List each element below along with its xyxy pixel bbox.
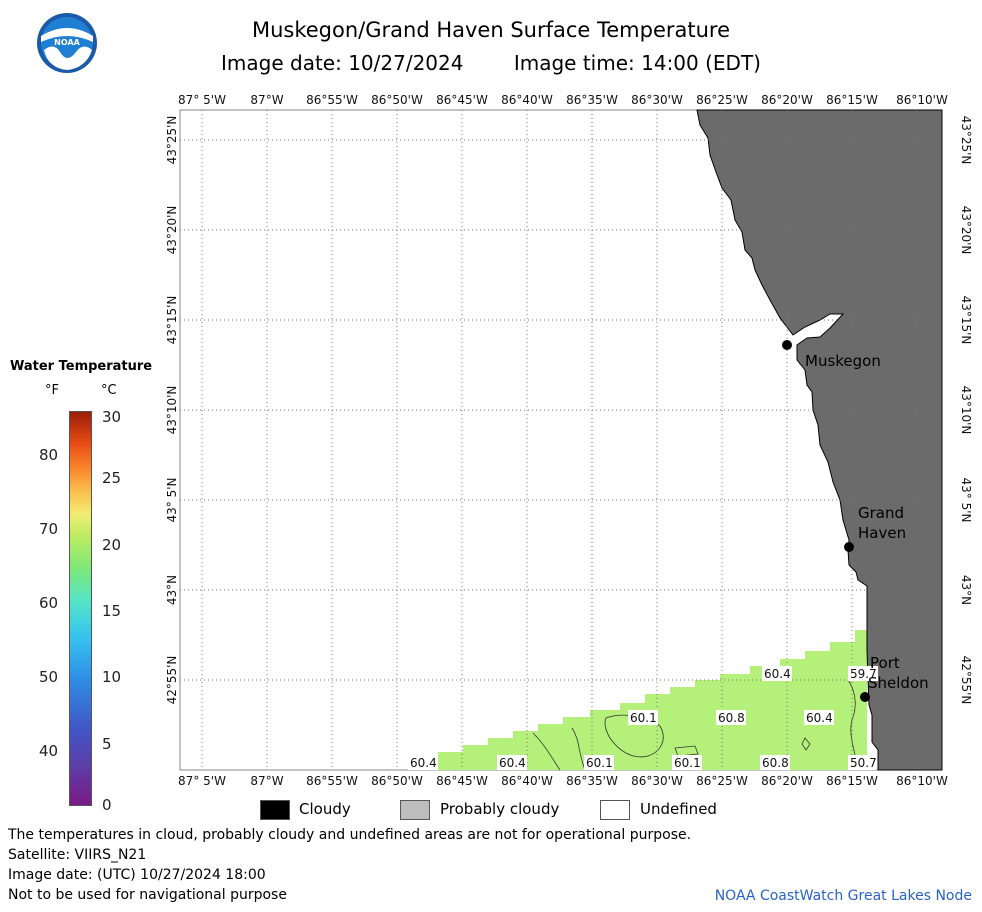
- contour-label: 60.4: [410, 756, 437, 770]
- place-label-grand-haven: Grand Haven: [858, 504, 906, 542]
- footer-nav-warning: Not to be used for navigational purpose: [8, 887, 287, 903]
- lon-label: 86°45'W: [436, 93, 488, 107]
- legend-probably-cloudy: Probably cloudy: [440, 800, 560, 818]
- lon-labels-bottom: 87° 5'W 87°W 86°55'W 86°50'W 86°45'W 86°…: [178, 774, 948, 788]
- contour-label: 59.7: [850, 667, 877, 681]
- unit-fahrenheit: °F: [45, 383, 59, 398]
- lon-label: 86°30'W: [631, 774, 683, 788]
- lon-label: 86°45'W: [436, 774, 488, 788]
- tick-c: 30: [102, 408, 122, 426]
- footer-utc-date: Image date: (UTC) 10/27/2024 18:00: [8, 867, 266, 883]
- tick-f: 80: [39, 446, 59, 464]
- city-markers: [782, 340, 870, 702]
- contour-label: 60.4: [806, 711, 833, 725]
- noaa-logo: NOAA: [37, 13, 97, 73]
- lon-label: 86°40'W: [501, 774, 553, 788]
- lat-label: 43°10'N: [959, 386, 973, 435]
- lon-label: 86°30'W: [631, 93, 683, 107]
- lon-label: 86°50'W: [371, 774, 423, 788]
- swatch-undefined: [600, 800, 630, 820]
- lat-label: 43°15'N: [959, 296, 973, 345]
- tick-f: 50: [39, 668, 59, 686]
- lon-label: 87° 5'W: [178, 93, 226, 107]
- tick-c: 20: [102, 536, 122, 554]
- lon-labels-top: 87° 5'W 87°W 86°55'W 86°50'W 86°45'W 86°…: [178, 93, 948, 107]
- contour-label: 50.7: [850, 756, 877, 770]
- lat-label: 43°25'N: [165, 116, 179, 165]
- temperature-colorbar: [69, 411, 92, 806]
- place-labels: Muskegon Grand Haven Port Sheldon: [805, 352, 929, 692]
- legend-cloudy: Cloudy: [299, 800, 351, 818]
- footer-satellite: Satellite: VIIRS_N21: [8, 847, 147, 863]
- lon-label: 86°15'W: [826, 93, 878, 107]
- lon-label: 87° 5'W: [178, 774, 226, 788]
- contour-label: 60.8: [762, 756, 789, 770]
- graticule: [180, 110, 942, 770]
- tick-f: 40: [39, 742, 59, 760]
- image-date: Image date: 10/27/2024: [221, 51, 464, 75]
- lon-label: 86°50'W: [371, 93, 423, 107]
- contour-label: 60.1: [586, 756, 613, 770]
- lon-label: 86°20'W: [761, 93, 813, 107]
- image-datetime: Image date: 10/27/2024 Image time: 14:00…: [0, 51, 982, 75]
- lon-label: 86°10'W: [896, 93, 948, 107]
- lon-label: 86°35'W: [566, 774, 618, 788]
- lat-label: 43°N: [959, 575, 973, 605]
- lat-label: 43°20'N: [165, 206, 179, 255]
- lat-label: 43°15'N: [165, 296, 179, 345]
- legend-title: Water Temperature: [10, 359, 153, 374]
- tick-f: 60: [39, 594, 59, 612]
- sst-water-region: [413, 630, 867, 770]
- swatch-cloudy: [260, 800, 290, 820]
- tick-c: 0: [102, 796, 112, 814]
- lon-label: 87°W: [250, 93, 283, 107]
- lat-label: 43°N: [165, 575, 179, 605]
- lon-label: 86°10'W: [896, 774, 948, 788]
- place-label-muskegon: Muskegon: [805, 352, 881, 370]
- contour-label: 60.1: [630, 711, 657, 725]
- lat-label: 42°55'N: [165, 656, 179, 705]
- lat-labels-right: 43°25'N 43°20'N 43°15'N 43°10'N 43° 5'N …: [959, 116, 973, 705]
- contour-label: 60.4: [499, 756, 526, 770]
- footer-disclaimer: The temperatures in cloud, probably clou…: [8, 827, 692, 843]
- credit-link[interactable]: NOAA CoastWatch Great Lakes Node: [714, 888, 972, 904]
- contour-label: 60.8: [718, 711, 745, 725]
- contour-label: 60.1: [674, 756, 701, 770]
- unit-celsius: °C: [101, 383, 117, 398]
- lat-label: 43°20'N: [959, 206, 973, 255]
- contour-labels: 60.4 59.7 60.1 60.8 60.4 60.4 60.4 60.1 …: [408, 666, 878, 770]
- swatch-probably-cloudy: [400, 800, 430, 820]
- port-sheldon-marker: [860, 692, 870, 702]
- lon-label: 86°20'W: [761, 774, 813, 788]
- grand-haven-marker: [844, 542, 854, 552]
- tick-c: 25: [102, 469, 122, 487]
- tick-c: 5: [102, 735, 112, 753]
- lon-label: 86°25'W: [696, 93, 748, 107]
- lat-labels-left: 43°25'N 43°20'N 43°15'N 43°10'N 43° 5'N …: [165, 116, 179, 705]
- lon-label: 86°35'W: [566, 93, 618, 107]
- lat-label: 43°25'N: [959, 116, 973, 165]
- svg-text:NOAA: NOAA: [54, 38, 80, 47]
- lat-label: 42°55'N: [959, 656, 973, 705]
- legend-undefined: Undefined: [640, 800, 717, 818]
- lat-label: 43°10'N: [165, 386, 179, 435]
- tick-c: 15: [102, 602, 122, 620]
- tick-f: 70: [39, 520, 59, 538]
- contour-lines: [532, 679, 859, 771]
- lon-label: 86°40'W: [501, 93, 553, 107]
- lon-label: 86°25'W: [696, 774, 748, 788]
- lon-label: 86°55'W: [306, 774, 358, 788]
- lon-label: 87°W: [250, 774, 283, 788]
- contour-label: 60.4: [764, 667, 791, 681]
- map-title: Muskegon/Grand Haven Surface Temperature: [251, 18, 731, 42]
- lon-label: 86°15'W: [826, 774, 878, 788]
- place-label-port-sheldon: Port Sheldon: [868, 654, 929, 692]
- lon-label: 86°55'W: [306, 93, 358, 107]
- lat-label: 43° 5'N: [959, 478, 973, 523]
- tick-c: 10: [102, 668, 122, 686]
- lat-label: 43° 5'N: [165, 478, 179, 523]
- muskegon-marker: [782, 340, 792, 350]
- image-time: Image time: 14:00 (EDT): [513, 51, 761, 75]
